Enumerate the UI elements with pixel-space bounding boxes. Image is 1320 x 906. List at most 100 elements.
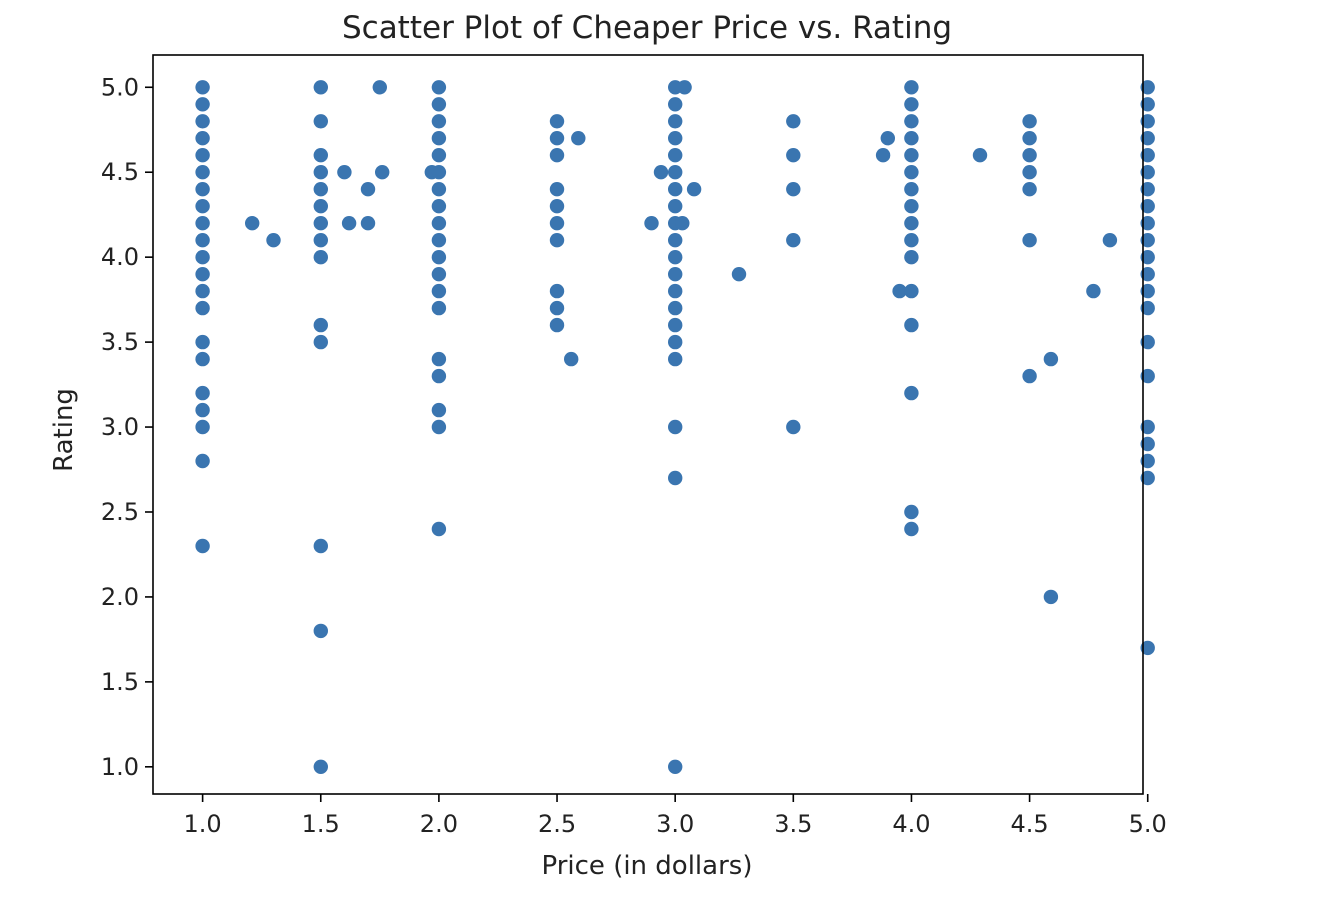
data-point bbox=[549, 283, 565, 299]
x-tick-label: 3.5 bbox=[774, 810, 812, 838]
x-tick-label: 4.0 bbox=[892, 810, 930, 838]
data-point bbox=[904, 250, 919, 265]
data-point bbox=[904, 97, 919, 112]
y-tick-label: 5.0 bbox=[101, 73, 139, 101]
data-point bbox=[1140, 368, 1155, 384]
data-point bbox=[786, 182, 801, 197]
data-point bbox=[313, 759, 328, 774]
data-point bbox=[375, 165, 390, 180]
data-point bbox=[431, 233, 447, 248]
data-point bbox=[904, 148, 919, 163]
x-tick-label: 5.0 bbox=[1129, 810, 1167, 838]
data-point bbox=[904, 165, 919, 180]
data-point bbox=[571, 131, 586, 146]
data-point bbox=[195, 419, 210, 435]
data-point bbox=[904, 233, 919, 248]
data-point bbox=[195, 233, 210, 248]
data-point bbox=[341, 216, 357, 231]
data-point bbox=[313, 148, 328, 163]
data-point bbox=[549, 199, 565, 214]
data-point bbox=[431, 402, 447, 418]
data-point bbox=[431, 199, 447, 214]
data-point bbox=[337, 165, 352, 180]
data-point bbox=[668, 334, 683, 350]
data-point bbox=[875, 148, 891, 163]
x-axis: 1.0 1.5 2.0 2.5 3.0 3.5 4.0 4.5 5.0 bbox=[184, 794, 1167, 838]
y-axis: 1.0 1.5 2.0 2.5 3.0 3.5 4.0 4.5 5.0 bbox=[101, 73, 153, 781]
data-point bbox=[1140, 131, 1155, 146]
data-point bbox=[360, 216, 376, 231]
data-point bbox=[786, 233, 801, 248]
y-tick-label: 4.0 bbox=[101, 243, 139, 271]
data-point bbox=[668, 759, 683, 774]
data-point bbox=[668, 199, 683, 214]
data-point bbox=[313, 538, 328, 554]
data-point bbox=[686, 182, 702, 197]
data-point bbox=[1140, 453, 1155, 469]
data-point bbox=[1022, 114, 1037, 129]
data-point bbox=[904, 114, 919, 129]
data-point bbox=[431, 165, 447, 180]
data-point bbox=[195, 334, 210, 350]
data-point bbox=[431, 131, 447, 146]
data-point bbox=[549, 233, 565, 248]
y-tick-label: 2.0 bbox=[101, 583, 139, 611]
data-point bbox=[668, 283, 683, 299]
data-point bbox=[431, 97, 447, 112]
x-tick-label: 1.0 bbox=[184, 810, 222, 838]
data-point bbox=[431, 148, 447, 163]
data-point bbox=[195, 165, 210, 180]
data-point bbox=[668, 131, 683, 146]
data-point bbox=[549, 182, 565, 197]
data-point bbox=[1140, 148, 1155, 163]
plot-frame bbox=[152, 54, 1144, 795]
data-point bbox=[360, 182, 376, 197]
data-point bbox=[668, 165, 683, 180]
y-tick-label: 1.0 bbox=[101, 753, 139, 781]
data-point bbox=[1022, 182, 1037, 197]
data-point bbox=[195, 402, 210, 418]
data-point bbox=[1022, 368, 1037, 384]
data-point bbox=[195, 148, 210, 163]
data-point bbox=[431, 300, 447, 316]
data-point bbox=[1140, 97, 1155, 112]
data-point bbox=[313, 233, 328, 248]
data-point bbox=[564, 351, 579, 367]
data-point bbox=[1140, 233, 1155, 248]
data-point bbox=[431, 114, 447, 129]
data-point bbox=[195, 216, 210, 231]
data-point bbox=[313, 334, 328, 350]
data-point bbox=[431, 419, 447, 435]
data-point bbox=[1140, 640, 1155, 656]
data-point bbox=[904, 504, 919, 520]
data-point bbox=[195, 300, 210, 316]
chart-title: Scatter Plot of Cheaper Price vs. Rating bbox=[342, 10, 952, 46]
data-point bbox=[1022, 165, 1037, 180]
data-point bbox=[1140, 182, 1155, 197]
data-point bbox=[431, 283, 447, 299]
data-point bbox=[1140, 436, 1155, 452]
data-point bbox=[195, 131, 210, 146]
data-point bbox=[668, 317, 683, 333]
data-point bbox=[892, 283, 907, 299]
data-point bbox=[1043, 351, 1059, 367]
points-layer bbox=[195, 80, 1155, 774]
data-point bbox=[245, 216, 260, 231]
data-point bbox=[431, 250, 447, 265]
data-point bbox=[644, 216, 659, 231]
data-point bbox=[549, 114, 565, 129]
data-point bbox=[904, 521, 919, 537]
data-point bbox=[195, 351, 210, 367]
data-point bbox=[195, 182, 210, 197]
data-point bbox=[1102, 233, 1118, 248]
data-point bbox=[549, 317, 565, 333]
data-point bbox=[195, 114, 210, 129]
data-point bbox=[313, 114, 328, 129]
data-point bbox=[195, 199, 210, 214]
data-point bbox=[677, 80, 692, 95]
data-point bbox=[668, 470, 683, 486]
x-tick-label: 3.0 bbox=[656, 810, 694, 838]
x-tick-label: 4.5 bbox=[1011, 810, 1049, 838]
data-point bbox=[904, 283, 919, 299]
